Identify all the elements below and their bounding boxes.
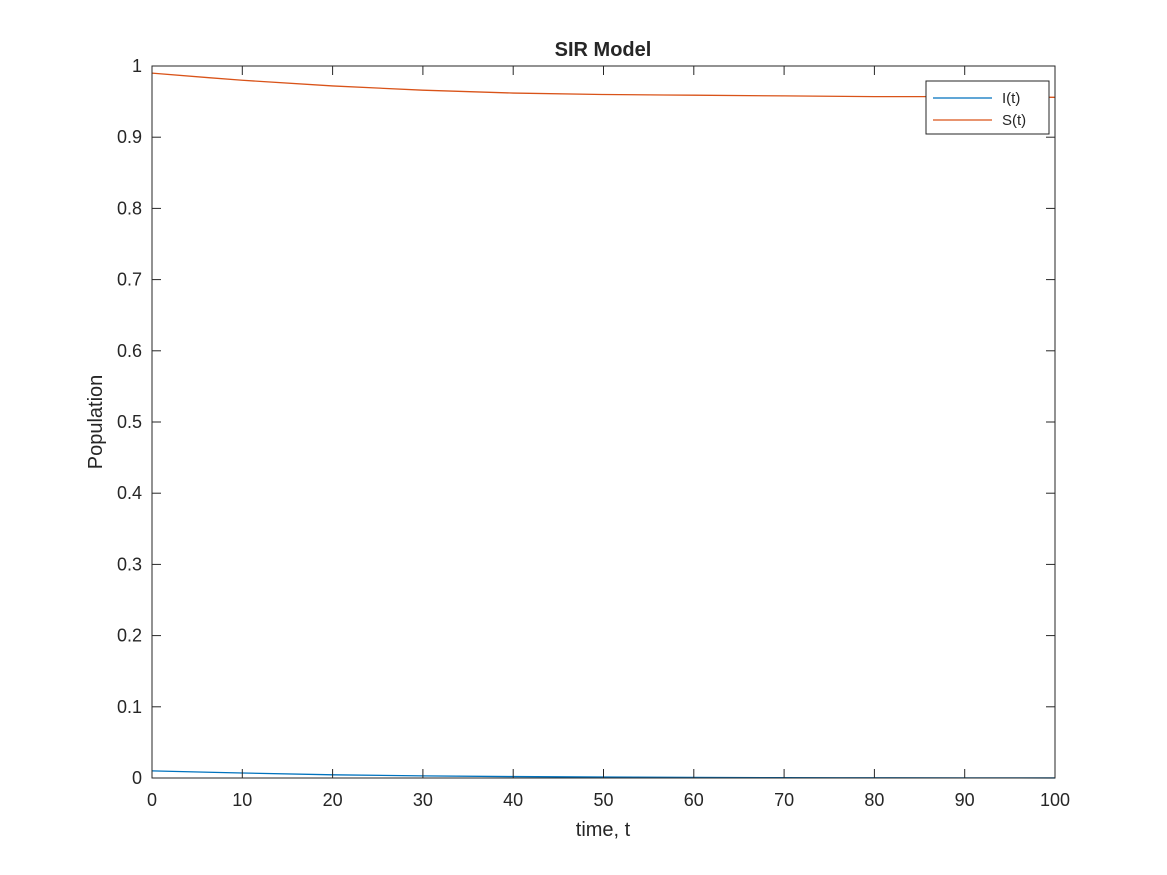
x-tick-label: 70 — [774, 790, 794, 810]
legend-label-st: S(t) — [1002, 112, 1026, 129]
y-tick-label: 0.4 — [117, 483, 142, 503]
legend-label-it: I(t) — [1002, 90, 1020, 107]
x-axis-label: time, t — [576, 819, 631, 841]
x-tick-label: 40 — [503, 790, 523, 810]
y-tick-label: 0.7 — [117, 270, 142, 290]
x-tick-label: 60 — [684, 790, 704, 810]
legend-box — [925, 80, 1050, 135]
x-tick-label: 0 — [147, 790, 157, 810]
ticks-layer: 0 10 20 30 40 50 60 70 80 90 100 0 0.1 0.2 0.3 0.4 0.5 0.… — [117, 56, 1070, 810]
y-tick-label: 0.2 — [117, 626, 142, 646]
x-tick-label: 10 — [232, 790, 252, 810]
y-tick-label: 0.5 — [117, 412, 142, 432]
x-tick-label: 20 — [323, 790, 343, 810]
legend: I(t) S(t) — [925, 80, 1050, 135]
x-tick-label: 90 — [955, 790, 975, 810]
series-line-st — [151, 72, 1056, 98]
chart-title: SIR Model — [555, 39, 652, 61]
y-tick-label: 0 — [132, 768, 142, 788]
x-tick-label: 50 — [593, 790, 613, 810]
y-tick-label: 0.8 — [117, 198, 142, 218]
plot-background — [152, 66, 1055, 778]
x-tick-label: 30 — [413, 790, 433, 810]
x-tick-label: 100 — [1040, 790, 1070, 810]
y-tick-label: 0.9 — [117, 127, 142, 147]
y-tick-label: 1 — [132, 56, 142, 76]
y-tick-label: 0.3 — [117, 554, 142, 574]
y-axis-label: Population — [85, 375, 107, 470]
y-tick-label: 0.1 — [117, 697, 142, 717]
x-tick-label: 80 — [864, 790, 884, 810]
plot-area — [152, 66, 1055, 778]
y-tick-label: 0.6 — [117, 341, 142, 361]
